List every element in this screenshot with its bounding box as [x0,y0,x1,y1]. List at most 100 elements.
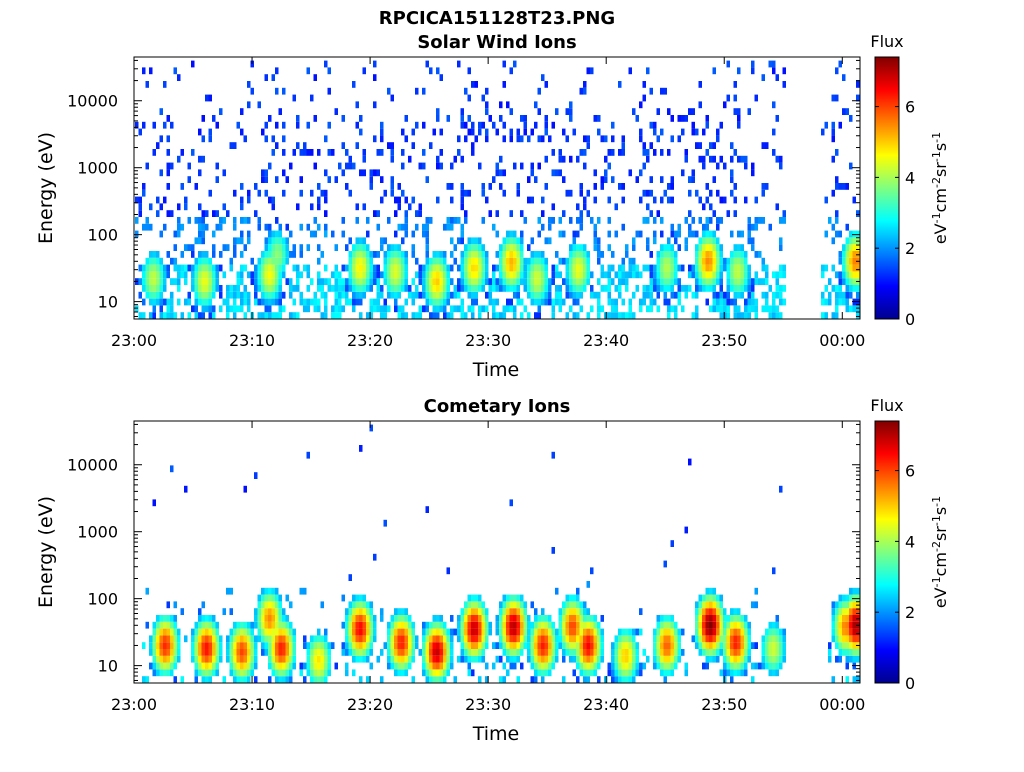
heatmap-cell [359,115,363,122]
heatmap-cell [152,271,156,279]
heatmap-cell [646,264,650,272]
heatmap-cell [394,264,398,272]
heatmap-cell [215,662,219,670]
heatmap-cell [688,230,692,238]
heatmap-cell [236,662,240,670]
heatmap-cell [282,237,286,245]
heatmap-cell [236,291,240,299]
heatmap-cell [383,237,387,245]
heatmap-cell [152,642,156,649]
heatmap-cell [436,669,440,677]
heatmap-cell [768,628,772,636]
heatmap-cell [698,264,702,272]
heatmap-cell [359,271,363,279]
heatmap-cell [278,608,282,615]
heatmap-cell [450,291,454,299]
heatmap-cell [709,285,713,292]
heatmap-cell [453,305,457,313]
heatmap-cell [366,642,370,649]
heatmap-cell [436,649,440,656]
heatmap-cell [593,244,597,251]
heatmap-cell [621,649,625,656]
heatmap-cell [194,257,198,265]
heatmap-cell [576,655,580,663]
heatmap-cell [355,251,359,258]
colorbar-tick-label: 6 [905,462,915,481]
heatmap-cell [303,149,307,156]
heatmap-cell [628,655,632,663]
heatmap-cell [639,196,643,204]
heatmap-cell [569,155,573,163]
heatmap-cell [527,649,531,656]
heatmap-cell [387,285,391,292]
heatmap-cell [212,669,216,677]
heatmap-cell [849,115,853,122]
heatmap-cell [558,621,562,629]
heatmap-cell [775,285,779,292]
heatmap-cell [660,257,664,265]
heatmap-cell [264,244,268,251]
heatmap-cell [674,649,678,656]
heatmap-cell [705,642,709,649]
heatmap-cell [324,196,328,204]
heatmap-cell [541,649,545,656]
y-tick-label: 100 [87,590,118,609]
heatmap-cell [366,244,370,251]
heatmap-cell [320,669,324,677]
heatmap-cell [163,628,167,636]
heatmap-cell [285,594,289,602]
heatmap-cell [397,257,401,265]
heatmap-cell [460,285,464,292]
heatmap-cell [359,635,363,643]
heatmap-cell [632,244,636,251]
heatmap-cell [667,305,671,313]
heatmap-cell [264,601,268,609]
heatmap-cell [586,581,590,588]
heatmap-cell [303,298,307,306]
heatmap-cell [313,642,317,649]
heatmap-cell [271,649,275,656]
heatmap-cell [177,628,181,636]
heatmap-cell [530,298,534,306]
heatmap-cell [471,615,475,622]
heatmap-cell [236,676,240,683]
heatmap-cell [583,621,587,629]
heatmap-cell [278,278,282,285]
heatmap-cell [404,649,408,656]
heatmap-cell [849,608,853,615]
heatmap-cell [842,635,846,643]
heatmap-cell [775,615,779,622]
heatmap-cell [499,251,503,258]
heatmap-cell [390,278,394,285]
heatmap-cell [646,149,650,156]
heatmap-cell [460,655,464,663]
heatmap-cell [691,635,695,643]
heatmap-cell [579,291,583,299]
heatmap-cell [142,189,146,197]
colorbar-unit-solar-wind: eV-1cm-2sr-1s-1 [930,132,950,244]
heatmap-cell [541,257,545,265]
heatmap-cell [429,285,433,292]
heatmap-cell [831,94,835,102]
heatmap-cell [310,149,314,156]
heatmap-cell [751,169,755,177]
heatmap-cell [845,676,849,683]
heatmap-cell [425,257,429,265]
heatmap-cell [159,615,163,622]
heatmap-cell [380,237,384,245]
heatmap-cell [856,271,860,279]
heatmap-cell [772,567,776,575]
heatmap-cell [250,271,254,279]
heatmap-cell [464,655,468,663]
heatmap-cell [733,615,737,622]
heatmap-cell [233,628,237,636]
heatmap-cell [576,649,580,656]
heatmap-cell [712,176,716,183]
heatmap-cell [397,305,401,313]
heatmap-cell [520,608,524,615]
heatmap-cell [348,264,352,272]
heatmap-cell [373,264,377,272]
heatmap-cell [705,183,709,190]
heatmap-cell [618,628,622,636]
heatmap-cell [359,257,363,265]
